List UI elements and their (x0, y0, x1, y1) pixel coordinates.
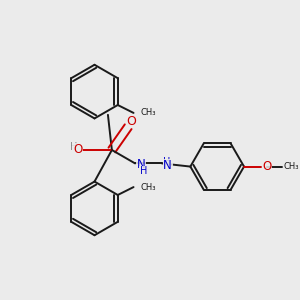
Text: O: O (126, 115, 136, 128)
Text: O: O (73, 143, 82, 157)
Text: H: H (163, 157, 171, 167)
Text: H: H (70, 142, 78, 152)
Text: N: N (163, 159, 172, 172)
Text: CH₃: CH₃ (284, 162, 299, 171)
Text: CH₃: CH₃ (140, 108, 156, 117)
Text: CH₃: CH₃ (140, 183, 156, 192)
Text: H: H (140, 166, 147, 176)
Text: O: O (262, 160, 272, 173)
Text: N: N (136, 158, 145, 172)
